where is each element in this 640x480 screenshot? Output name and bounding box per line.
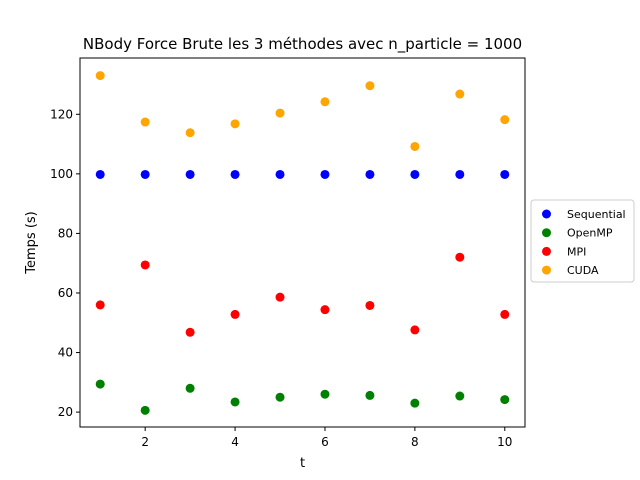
y-tick-label: 60 (58, 286, 73, 300)
x-axis: 2 4 6 8 10 (141, 427, 512, 449)
y-tick-label: 40 (58, 346, 73, 360)
data-point-cuda (365, 81, 375, 91)
data-point-mpi (500, 309, 510, 319)
legend: Sequential OpenMP MPI CUDA (530, 199, 635, 283)
data-point-mpi (320, 305, 330, 315)
data-point-mpi (455, 252, 465, 262)
data-point-sequential (95, 169, 105, 179)
y-tick-label: 20 (58, 405, 73, 419)
data-point-cuda (320, 97, 330, 107)
data-point-sequential (500, 169, 510, 179)
data-point-openmp (230, 397, 240, 407)
data-point-cuda (140, 117, 150, 127)
data-point-sequential (275, 169, 285, 179)
x-tick-label: 4 (231, 435, 239, 449)
data-point-mpi (185, 327, 195, 337)
y-tick-label: 120 (50, 107, 73, 121)
data-point-mpi (410, 325, 420, 335)
legend-marker-sequential (542, 209, 551, 219)
data-point-sequential (185, 169, 195, 179)
y-tick-label: 100 (50, 167, 73, 181)
x-tick-label: 6 (321, 435, 329, 449)
data-point-openmp (275, 392, 285, 402)
data-point-openmp (410, 398, 420, 408)
legend-label-openmp: OpenMP (567, 227, 613, 240)
data-point-sequential (230, 169, 240, 179)
legend-marker-openmp (542, 228, 551, 238)
data-point-cuda (230, 119, 240, 129)
y-tick-label: 80 (58, 226, 73, 240)
data-point-sequential (365, 169, 375, 179)
legend-marker-mpi (542, 246, 551, 256)
data-point-mpi (365, 300, 375, 310)
data-point-cuda (275, 108, 285, 118)
plot-area (79, 57, 526, 428)
data-point-cuda (455, 89, 465, 99)
legend-label-sequential: Sequential (567, 208, 626, 221)
data-points (95, 71, 510, 415)
data-point-mpi (140, 260, 150, 270)
data-point-openmp (185, 383, 195, 393)
data-point-openmp (455, 391, 465, 401)
data-point-cuda (185, 128, 195, 138)
data-point-mpi (230, 309, 240, 319)
y-axis-label: Temps (s) (24, 211, 39, 274)
y-axis: 20 40 60 80 100 120 (50, 107, 80, 419)
data-point-mpi (275, 292, 285, 302)
legend-box (530, 199, 635, 283)
legend-label-cuda: CUDA (567, 264, 599, 277)
data-point-sequential (140, 169, 150, 179)
x-tick-label: 8 (411, 435, 419, 449)
data-point-openmp (95, 379, 105, 389)
x-tick-label: 2 (141, 435, 149, 449)
x-tick-label: 10 (497, 435, 512, 449)
data-point-sequential (455, 169, 465, 179)
data-point-sequential (320, 169, 330, 179)
data-point-sequential (410, 169, 420, 179)
data-point-cuda (500, 115, 510, 125)
legend-marker-cuda (542, 265, 551, 275)
data-point-openmp (320, 389, 330, 399)
data-point-cuda (410, 141, 420, 151)
x-axis-label: t (300, 456, 305, 471)
legend-label-mpi: MPI (567, 245, 586, 258)
data-point-cuda (95, 71, 105, 81)
chart-title: NBody Force Brute les 3 méthodes avec n_… (83, 35, 522, 54)
data-point-mpi (95, 300, 105, 310)
data-point-openmp (140, 405, 150, 415)
data-point-openmp (365, 390, 375, 400)
data-point-openmp (500, 395, 510, 405)
